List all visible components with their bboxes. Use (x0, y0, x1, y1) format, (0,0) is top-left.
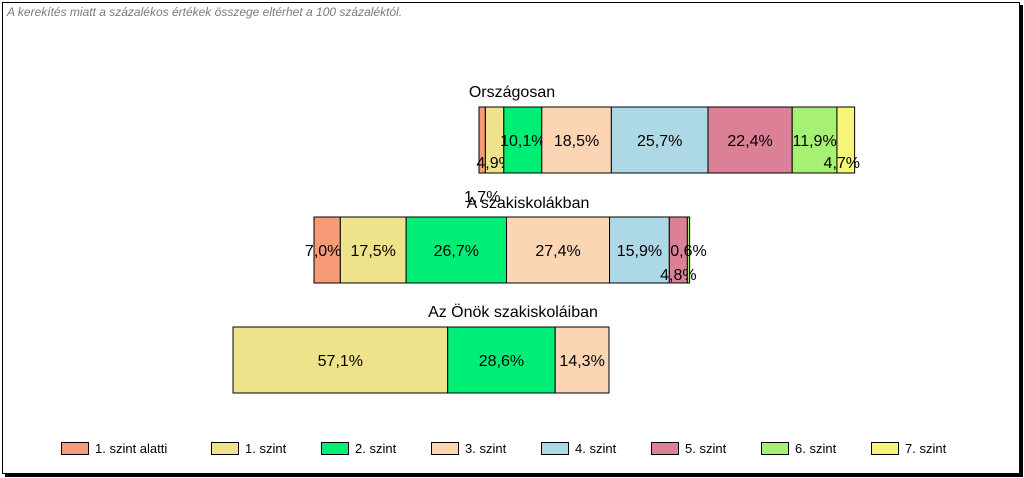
bar-segment (686, 216, 691, 284)
data-label: 26,7% (434, 243, 479, 260)
bar-segment (503, 106, 543, 174)
data-label: 57,1% (318, 353, 363, 370)
legend-label: 1. szint alatti (95, 441, 168, 456)
legend-swatch (321, 442, 349, 455)
group-title: Országosan (469, 84, 555, 101)
legend-item: 7. szint (871, 441, 981, 456)
data-label: 0,6% (670, 243, 706, 260)
data-label: 27,4% (535, 243, 580, 260)
legend-label: 1. szint (245, 441, 287, 456)
data-label: 14,3% (559, 353, 604, 370)
legend-label: 2. szint (355, 441, 397, 456)
bar-segment (554, 326, 610, 394)
legend-swatch (431, 442, 459, 455)
data-label: 4,7% (824, 155, 860, 172)
legend-swatch (541, 442, 569, 455)
data-label: 28,6% (479, 353, 524, 370)
legend-label: 6. szint (795, 441, 837, 456)
legend-swatch (61, 442, 89, 455)
legend-swatch (211, 442, 239, 455)
data-label: 25,7% (637, 133, 682, 150)
data-label: 17,5% (351, 243, 396, 260)
bar-segment (609, 216, 670, 284)
chart-legend: 1. szint alatti 1. szint 2. szint 3. szint 4… (61, 441, 981, 456)
legend-label: 5. szint (685, 441, 727, 456)
data-label: 15,9% (617, 243, 662, 260)
data-label: 7,0% (305, 243, 341, 260)
group-title: Az Önök szakiskoláiban (428, 303, 598, 321)
legend-swatch (651, 442, 679, 455)
data-label: 22,4% (727, 133, 772, 150)
group-title: A szakiskolákban (467, 195, 590, 212)
rounding-note: A kerekítés miatt a százalékos értékek ö… (7, 5, 403, 19)
legend-item: 5. szint (651, 441, 761, 456)
data-label: 11,9% (792, 133, 836, 150)
bar-segment (506, 216, 611, 284)
bar-segment (836, 106, 856, 174)
bar-segment (339, 216, 407, 284)
data-label: 18,5% (554, 133, 599, 150)
legend-label: 3. szint (465, 441, 507, 456)
legend-item: 6. szint (761, 441, 871, 456)
bar-segment (447, 326, 556, 394)
data-label: 1,7% (464, 189, 500, 206)
legend-item: 1. szint alatti (61, 441, 211, 456)
legend-swatch (871, 442, 899, 455)
data-label: 10,1% (500, 133, 545, 150)
legend-label: 7. szint (905, 441, 947, 456)
legend-item: 3. szint (431, 441, 541, 456)
bar-segment (707, 106, 793, 174)
legend-item: 1. szint (211, 441, 321, 456)
legend-item: 4. szint (541, 441, 651, 456)
bar-segment (405, 216, 508, 284)
legend-item: 2. szint (321, 441, 431, 456)
bar-segment (232, 326, 449, 394)
legend-label: 4. szint (575, 441, 617, 456)
legend-swatch (761, 442, 789, 455)
data-label: 4,8% (660, 267, 696, 284)
